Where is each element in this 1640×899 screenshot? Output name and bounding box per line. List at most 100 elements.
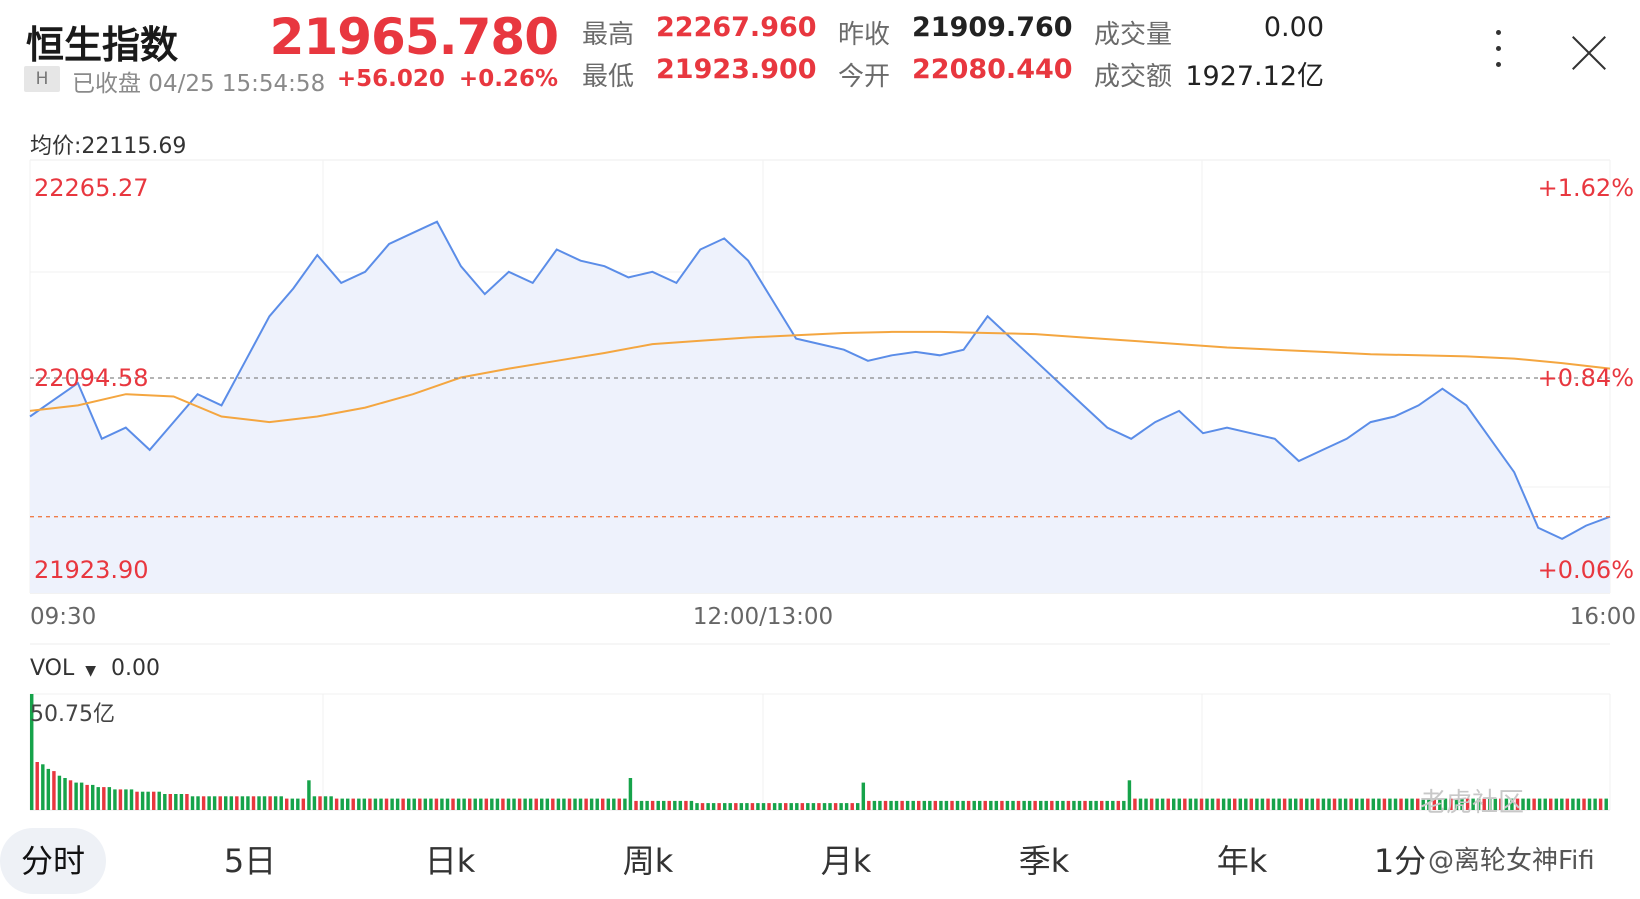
volume-bar: [933, 800, 938, 810]
tab-weekly-k[interactable]: 周k: [622, 842, 674, 880]
volume-bar: [107, 787, 112, 810]
tab-quarterly-k[interactable]: 季k: [1018, 842, 1070, 880]
volume-bar: [456, 798, 461, 810]
volume-bar: [911, 800, 915, 810]
volume-bar: [479, 798, 483, 810]
stat-value-low: 21923.900: [656, 54, 817, 85]
volume-bar: [41, 764, 45, 810]
volume-bar: [212, 796, 217, 810]
volume-bar: [939, 800, 943, 810]
volume-bar: [251, 796, 256, 810]
volume-bar: [1316, 798, 1320, 810]
volume-bar: [1427, 798, 1431, 810]
volume-bar: [1033, 800, 1037, 810]
volume-bar: [140, 791, 145, 810]
volume-bar: [102, 787, 106, 810]
volume-bar: [867, 800, 871, 810]
intraday-chart[interactable]: 22265.27 22094.58 21923.90 +1.62% +0.84%…: [0, 0, 1640, 830]
volume-bar: [711, 803, 716, 810]
y-tick-high: 22265.27: [34, 174, 149, 202]
volume-bar: [917, 800, 921, 810]
volume-bar: [689, 800, 694, 810]
volume-bar: [684, 800, 688, 810]
volume-bar: [784, 803, 788, 810]
volume-bar: [379, 798, 383, 810]
volume-bar: [595, 798, 599, 810]
stat-label-low: 最低: [582, 62, 635, 92]
volume-bar: [650, 800, 655, 810]
volume-bar: [578, 798, 583, 810]
market-badge: H: [24, 66, 60, 92]
volume-bar: [174, 794, 178, 810]
volume-bar: [1111, 800, 1115, 810]
volume-bar: [490, 798, 494, 810]
stat-value-turnover: 1927.12亿: [1185, 61, 1324, 92]
more-menu-icon[interactable]: [1492, 30, 1504, 74]
index-title: 恒生指数: [26, 23, 179, 67]
volume-bar: [1233, 798, 1237, 810]
tab-1min[interactable]: 1分: [1373, 842, 1427, 880]
volume-bar: [1327, 798, 1331, 810]
volume-bar: [955, 800, 960, 810]
volume-bar: [1449, 798, 1453, 810]
stat-label-open: 今开: [838, 62, 891, 92]
price-area-fill: [30, 221, 1610, 593]
volume-bar: [1543, 798, 1547, 810]
tab-daily-k[interactable]: 日k: [424, 842, 476, 880]
volume-bar: [1393, 798, 1398, 810]
volume-bar: [246, 796, 250, 810]
volume-bar: [357, 798, 361, 810]
volume-bar: [91, 784, 95, 810]
volume-bar: [152, 791, 156, 810]
volume-bar: [950, 800, 954, 810]
volume-bar: [1188, 798, 1193, 810]
volume-bar: [551, 798, 555, 810]
volume-bar: [57, 775, 62, 810]
volume-bar: [739, 803, 744, 810]
volume-bar: [1271, 798, 1276, 810]
volume-indicator[interactable]: VOL ▼ 0.00: [30, 656, 160, 681]
volume-bar: [445, 798, 450, 810]
volume-bar: [468, 798, 472, 810]
volume-bar: [1055, 800, 1060, 810]
volume-bar: [961, 800, 965, 810]
volume-bar: [440, 798, 444, 810]
volume-bar: [894, 800, 899, 810]
volume-bar: [922, 800, 927, 810]
volume-bar: [778, 803, 782, 810]
volume-bar: [1410, 798, 1414, 810]
volume-bar: [1238, 798, 1243, 810]
volume-bar: [1565, 798, 1570, 810]
volume-bar: [1587, 798, 1592, 810]
tab-intraday[interactable]: 分时: [0, 828, 106, 894]
watermark-user: @离轮女神Fifi: [1428, 846, 1595, 876]
volume-max-label: 50.75亿: [30, 702, 115, 727]
volume-bar: [268, 796, 272, 810]
volume-bar: [944, 800, 949, 810]
volume-bar: [1149, 798, 1154, 810]
tab-5day[interactable]: 5日: [223, 842, 277, 880]
volume-bar: [1349, 798, 1353, 810]
volume-bar: [1515, 798, 1520, 810]
volume-bar: [623, 798, 627, 810]
volume-bar: [179, 794, 184, 810]
average-price-label: 均价:22115.69: [30, 134, 187, 159]
volume-bar: [528, 798, 533, 810]
volume-bar: [351, 798, 355, 810]
volume-bar: [484, 798, 489, 810]
volume-bar: [1493, 798, 1498, 810]
volume-bar: [656, 800, 660, 810]
volume-bar: [1088, 800, 1093, 810]
volume-bar: [1560, 798, 1564, 810]
tab-monthly-k[interactable]: 月k: [820, 842, 872, 880]
volume-bar: [462, 798, 466, 810]
pct-tick-high: +1.62%: [1538, 174, 1634, 202]
volume-bar: [833, 803, 838, 810]
tab-yearly-k[interactable]: 年k: [1216, 842, 1268, 880]
volume-bar: [451, 798, 455, 810]
volume-bar: [828, 803, 832, 810]
volume-bar: [407, 798, 411, 810]
volume-bar: [1576, 798, 1581, 810]
volume-bar: [63, 778, 67, 810]
volume-bar: [844, 803, 849, 810]
